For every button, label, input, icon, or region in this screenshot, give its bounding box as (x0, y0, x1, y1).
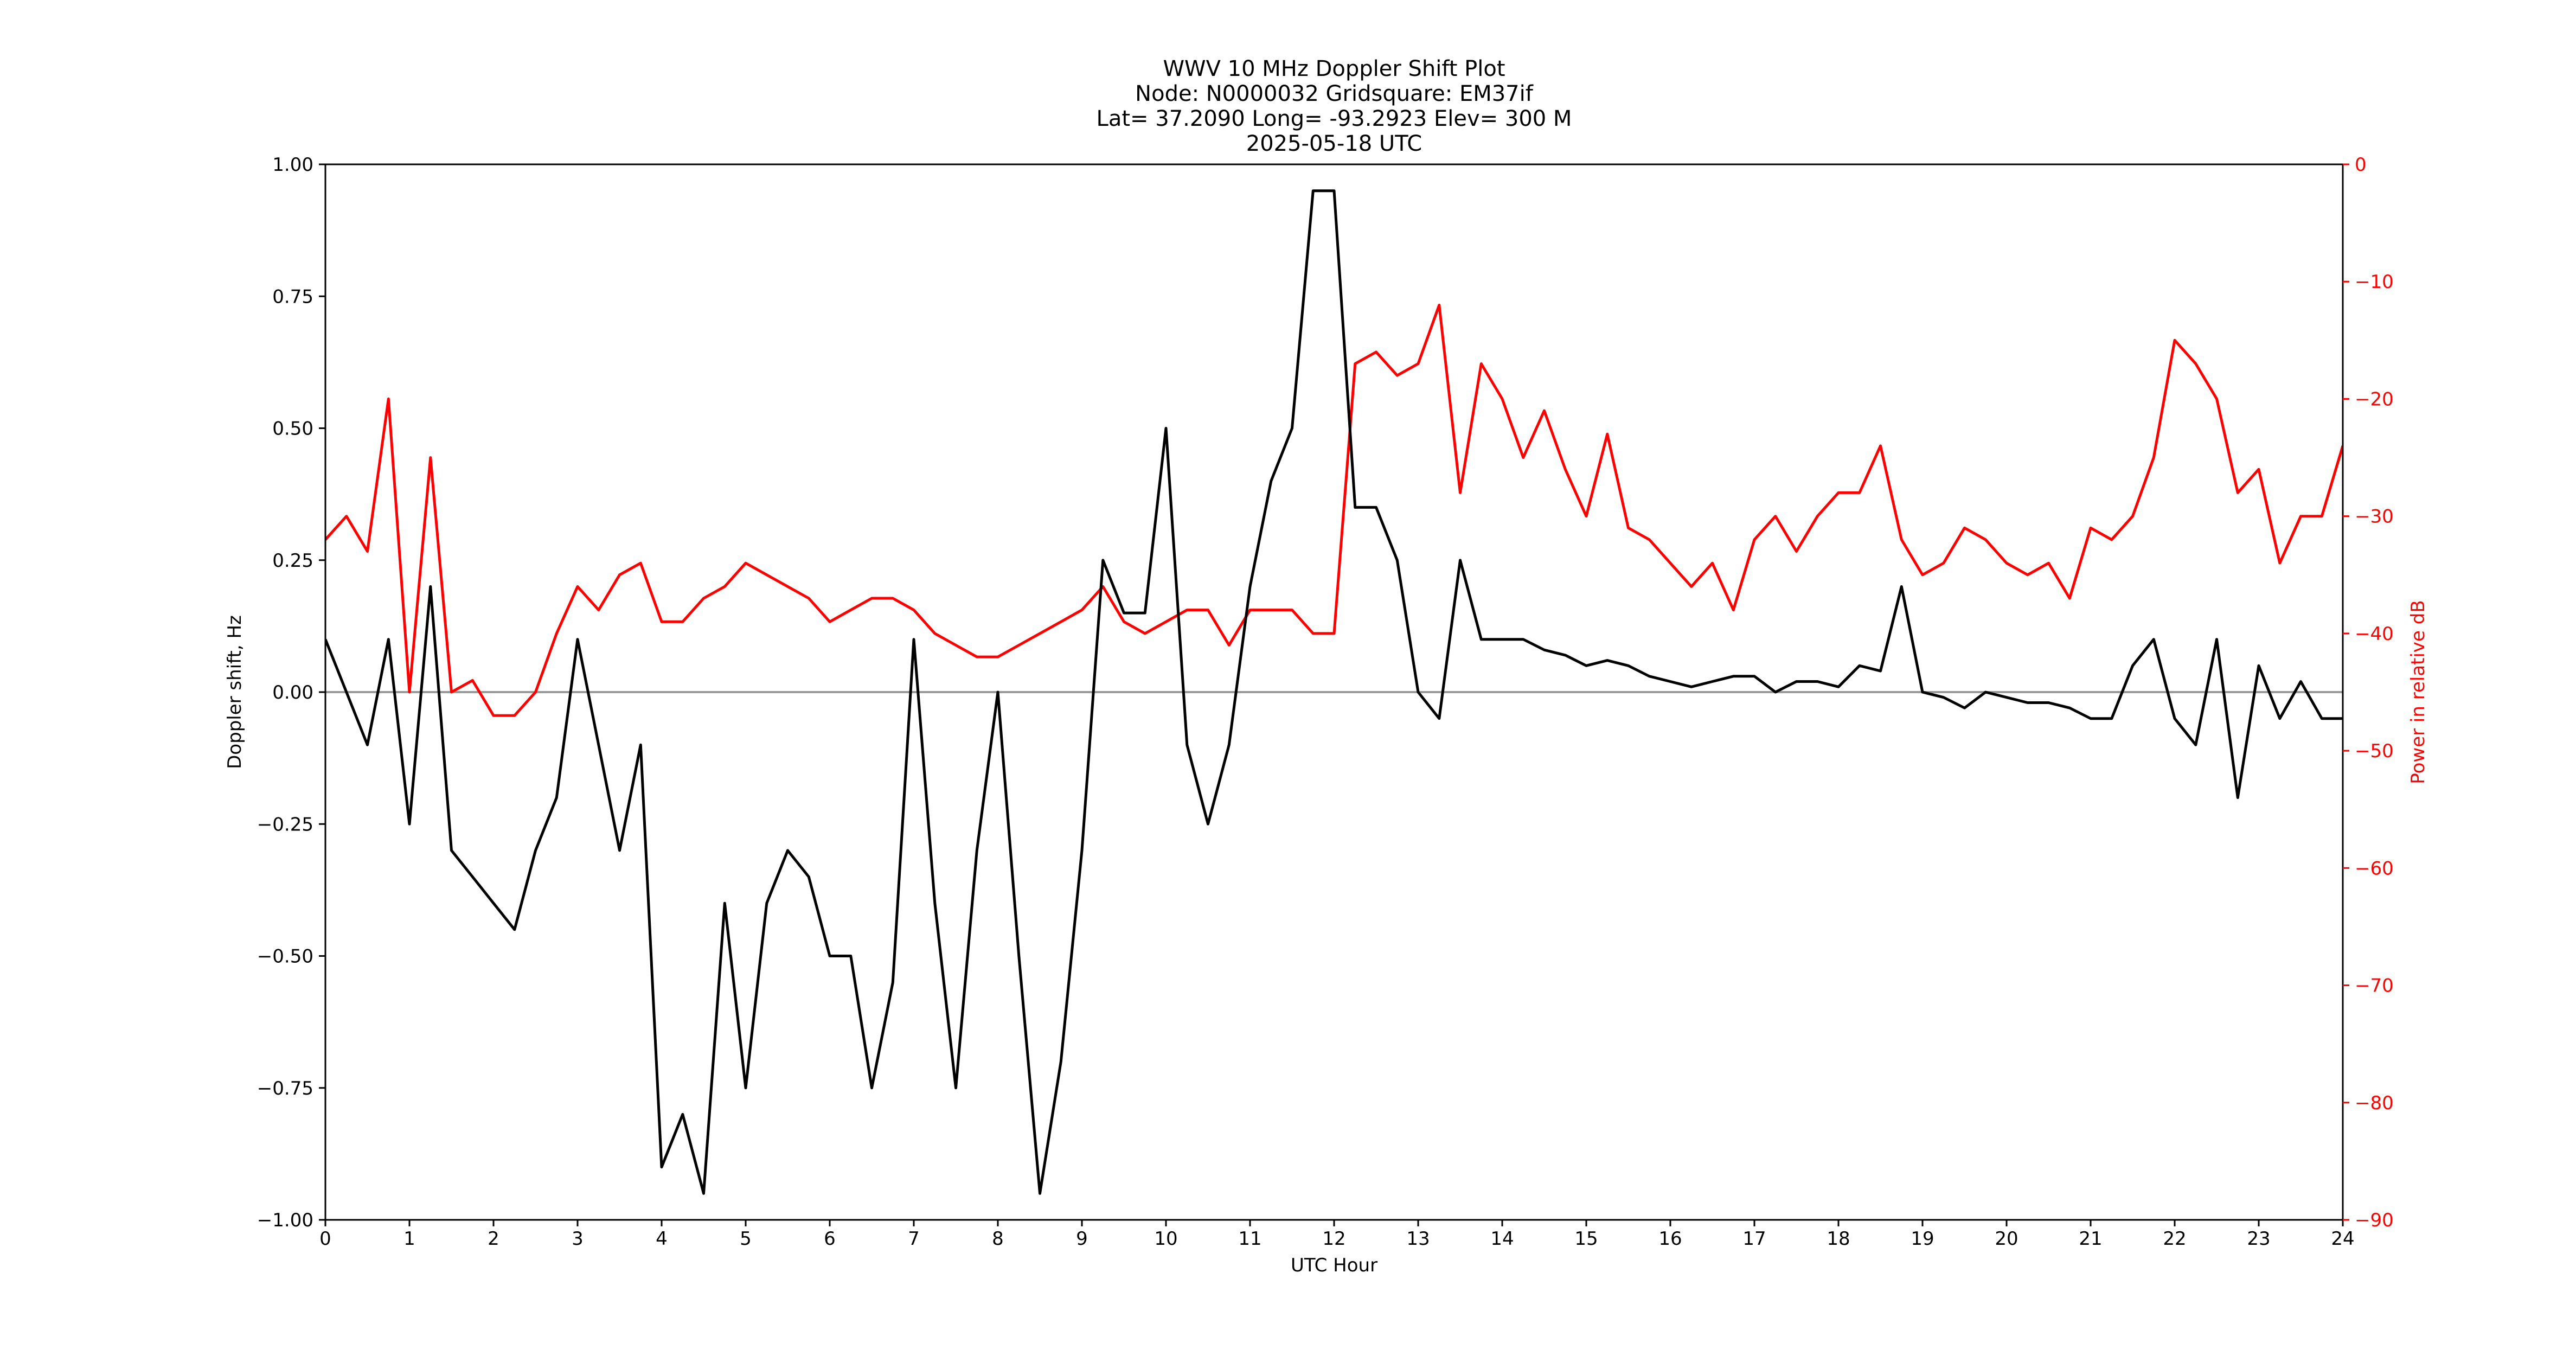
y-tick-label: 1.00 (272, 154, 313, 176)
chart-title: Lat= 37.2090 Long= -93.2923 Elev= 300 M (1097, 106, 1572, 131)
x-tick-label: 16 (1658, 1228, 1682, 1250)
y2-tick-label: −80 (2355, 1092, 2394, 1114)
y2-tick-label: −50 (2355, 740, 2394, 762)
x-tick-label: 7 (908, 1228, 920, 1250)
y-axis-label: Doppler shift, Hz (224, 615, 246, 769)
y2-tick-label: −30 (2355, 506, 2394, 528)
data-line (325, 189, 2343, 1195)
y-tick-label: 0.25 (272, 550, 313, 572)
x-axis-label: UTC Hour (1291, 1255, 1377, 1276)
x-tick-label: 1 (403, 1228, 415, 1250)
x-tick-label: 18 (1827, 1228, 1850, 1250)
x-tick-label: 6 (824, 1228, 836, 1250)
chart-title: 2025-05-18 UTC (1246, 131, 1422, 156)
y-tick-label: 0.75 (272, 286, 313, 308)
x-tick-label: 0 (319, 1228, 331, 1250)
x-tick-label: 21 (2079, 1228, 2102, 1250)
x-tick-label: 24 (2331, 1228, 2354, 1250)
x-tick-label: 15 (1574, 1228, 1598, 1250)
x-tick-label: 8 (992, 1228, 1004, 1250)
y2-tick-label: −40 (2355, 623, 2394, 645)
y2-tick-label: −10 (2355, 271, 2394, 293)
x-tick-label: 23 (2247, 1228, 2270, 1250)
x-tick-label: 13 (1406, 1228, 1430, 1250)
x-tick-label: 19 (1911, 1228, 1934, 1250)
x-tick-label: 22 (2163, 1228, 2186, 1250)
y2-axis-label: Power in relative dB (2407, 600, 2429, 784)
y-tick-label: 0.50 (272, 418, 313, 440)
x-tick-label: 14 (1490, 1228, 1514, 1250)
x-tick-label: 20 (1995, 1228, 2018, 1250)
x-tick-label: 11 (1238, 1228, 1261, 1250)
data-line (325, 304, 2343, 717)
chart-title: WWV 10 MHz Doppler Shift Plot (1163, 56, 1505, 81)
y2-tick-label: −90 (2355, 1210, 2394, 1231)
y-tick-label: −0.75 (257, 1078, 313, 1099)
x-tick-label: 10 (1154, 1228, 1177, 1250)
y-tick-label: 0.00 (272, 682, 313, 703)
x-tick-label: 9 (1076, 1228, 1088, 1250)
x-tick-label: 12 (1322, 1228, 1345, 1250)
y-tick-label: −0.50 (257, 946, 313, 968)
chart-title: Node: N0000032 Gridsquare: EM37if (1135, 81, 1534, 106)
y2-tick-label: −60 (2355, 858, 2394, 879)
x-tick-label: 2 (488, 1228, 499, 1250)
y-tick-label: −1.00 (257, 1210, 313, 1231)
y2-tick-label: −20 (2355, 388, 2394, 410)
x-tick-label: 17 (1742, 1228, 1766, 1250)
y-tick-label: −0.25 (257, 814, 313, 835)
x-tick-label: 5 (740, 1228, 752, 1250)
x-tick-label: 3 (572, 1228, 584, 1250)
y2-tick-label: 0 (2355, 154, 2367, 176)
x-tick-label: 4 (656, 1228, 668, 1250)
y2-tick-label: −70 (2355, 975, 2394, 997)
